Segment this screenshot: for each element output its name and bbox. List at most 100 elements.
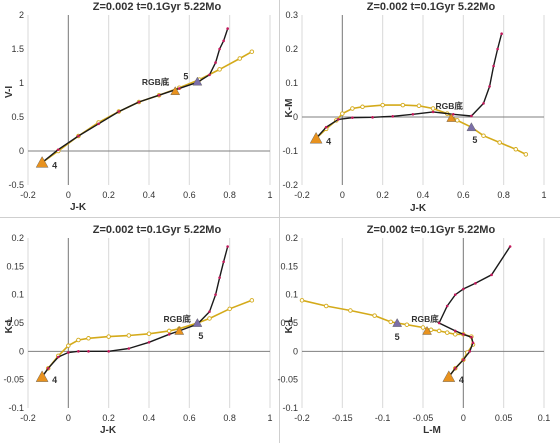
data-point <box>462 358 465 362</box>
data-point <box>117 110 121 113</box>
x-tick-label: -0.2 <box>20 413 36 423</box>
y-tick-label: -0.1 <box>282 403 298 413</box>
y-tick-label: 0.1 <box>285 290 298 300</box>
data-point <box>208 310 211 313</box>
y-axis-label: V-I <box>4 86 15 98</box>
data-point <box>249 49 255 54</box>
marker-label: 4 <box>459 375 464 385</box>
triangle-marker <box>192 318 203 327</box>
data-point <box>218 276 221 279</box>
data-point <box>431 110 435 114</box>
y-tick-label: 0.2 <box>11 233 24 243</box>
data-point <box>471 341 475 345</box>
x-axis-label: J-K <box>410 203 427 214</box>
data-point <box>400 102 406 108</box>
data-point <box>126 333 132 338</box>
x-tick-label: 0.8 <box>223 190 236 200</box>
data-point <box>445 304 449 308</box>
triangle-marker <box>174 326 185 335</box>
data-point <box>157 93 161 97</box>
y-tick-label: 0.3 <box>285 10 298 20</box>
chart-panel-2: Z=0.002 t=0.1Gyr 5.22Mo -0.2 0 0.2 0.4 0.6 0.8… <box>282 1 546 214</box>
data-point <box>420 325 426 330</box>
x-tick-label: -0.15 <box>332 413 353 423</box>
y-tick-label: 0.2 <box>285 44 298 54</box>
data-point <box>56 148 60 151</box>
data-point <box>137 100 141 104</box>
data-point <box>470 114 473 118</box>
data-point <box>372 313 377 318</box>
x-tick-label: 0.6 <box>457 190 470 200</box>
x-tick-label: 1 <box>541 190 546 200</box>
data-point <box>323 303 329 309</box>
data-point <box>453 367 457 370</box>
y-tick-label: 0.1 <box>11 290 24 300</box>
x-tick-label: 0.8 <box>497 190 510 200</box>
data-point <box>218 47 221 51</box>
triangle-marker <box>422 326 432 335</box>
marker-label: RGB底 <box>436 101 464 111</box>
data-point <box>462 333 465 336</box>
data-point <box>77 350 80 353</box>
x-tick-label: -0.05 <box>413 413 434 423</box>
data-point <box>226 245 229 248</box>
series-line-black <box>438 246 511 378</box>
x-axis-label: J-K <box>70 202 87 213</box>
triangle-marker <box>170 86 181 95</box>
marker-label: 4 <box>52 161 57 171</box>
data-point <box>56 355 60 359</box>
x-tick-label: 0.6 <box>183 413 196 423</box>
data-point <box>462 287 465 291</box>
x-tick-label: -0.2 <box>294 190 310 200</box>
data-point <box>77 134 80 138</box>
y-tick-label: 1 <box>19 78 24 88</box>
series-line-black <box>315 33 503 139</box>
data-point <box>227 306 232 312</box>
data-point <box>453 329 457 333</box>
y-tick-label: -0.5 <box>8 180 24 190</box>
y-tick-label: 0 <box>293 112 298 122</box>
x-tick-label: 0.4 <box>417 190 430 200</box>
data-point <box>340 111 345 116</box>
x-tick-label: 0.05 <box>495 413 513 423</box>
data-point <box>436 328 442 334</box>
x-tick-label: 0.4 <box>143 190 156 200</box>
data-point <box>497 140 502 145</box>
data-point <box>451 112 455 116</box>
series-line-yellow <box>301 299 474 378</box>
data-point <box>177 87 181 90</box>
data-point <box>513 147 519 152</box>
data-point <box>348 308 353 313</box>
vertical-divider <box>279 0 280 443</box>
data-point <box>453 332 458 337</box>
data-point <box>107 350 110 353</box>
data-point <box>76 337 81 343</box>
chart-title: Z=0.002 t=0.1Gyr 5.22Mo <box>367 224 496 236</box>
x-tick-label: -0.1 <box>375 413 391 423</box>
y-axis-label: K-L <box>284 317 295 334</box>
data-point <box>208 73 211 77</box>
marker-label: 5 <box>198 331 203 341</box>
data-point <box>249 298 255 303</box>
x-tick-label: -0.2 <box>20 190 36 200</box>
data-point <box>237 56 242 61</box>
data-point <box>106 334 111 339</box>
data-point <box>437 321 441 325</box>
triangle-marker <box>442 370 456 382</box>
data-point <box>67 351 70 354</box>
data-point <box>97 122 100 126</box>
data-point <box>351 116 354 119</box>
data-point <box>214 61 217 64</box>
chart-panel-3: Z=0.002 t=0.1Gyr 5.22Mo -0.2 0 0.2 0.4 0.6 0.8… <box>3 224 272 436</box>
data-point <box>146 331 152 337</box>
data-point <box>481 133 486 138</box>
y-tick-label: 0.5 <box>11 112 24 122</box>
y-tick-label: 0.15 <box>280 261 298 271</box>
x-tick-label: 0 <box>66 413 71 423</box>
x-tick-label: 0.1 <box>538 413 551 423</box>
data-point <box>214 293 217 296</box>
series-line-black <box>41 246 229 378</box>
data-point <box>488 85 491 88</box>
triangle-marker <box>446 113 457 122</box>
